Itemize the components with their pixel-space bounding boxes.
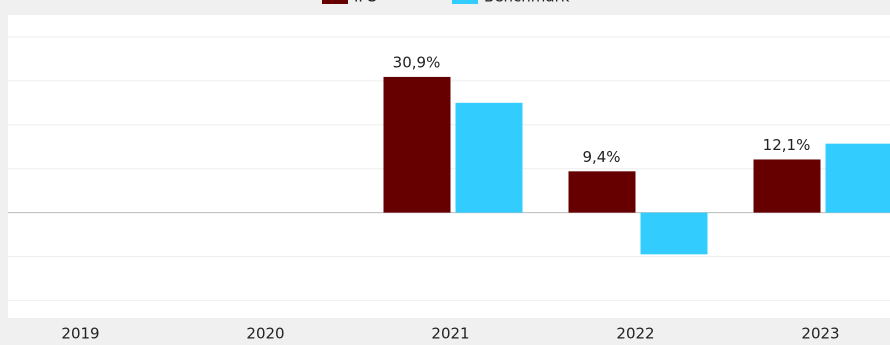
bar: [383, 76, 451, 213]
legend-swatch: [322, 0, 348, 4]
legend-label: Benchmark: [484, 0, 570, 6]
x-tick-label: 2023: [801, 325, 839, 343]
data-label: 12,1%: [763, 136, 811, 154]
legend-label: IPS: [354, 0, 377, 6]
bar: [455, 102, 523, 213]
x-tick-label: 2019: [61, 325, 99, 343]
data-label: 30,9%: [393, 53, 441, 71]
bar: [640, 212, 708, 255]
legend-swatch: [452, 0, 478, 4]
bar: [568, 171, 636, 213]
bar: [753, 159, 821, 213]
x-tick-label: 2020: [246, 325, 284, 343]
x-tick-label: 2021: [431, 325, 469, 343]
x-tick-label: 2022: [616, 325, 654, 343]
data-label: 9,4%: [582, 148, 620, 166]
bar: [825, 143, 890, 213]
